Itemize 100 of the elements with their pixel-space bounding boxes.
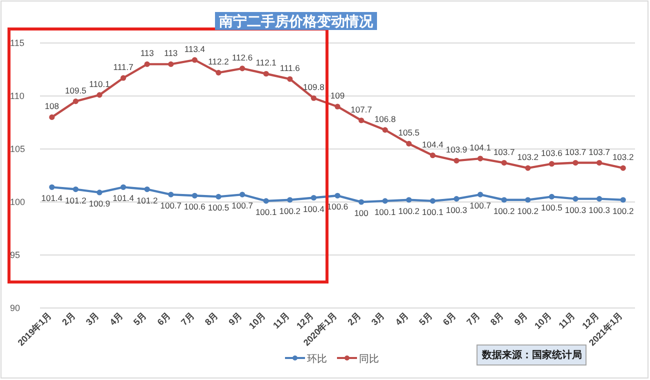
data-label: 100.1 xyxy=(374,206,396,217)
x-tick-label: 10月 xyxy=(532,310,554,331)
point xyxy=(620,165,626,171)
point xyxy=(406,197,412,203)
data-label: 111.6 xyxy=(280,63,300,74)
x-tick-label: 4月 xyxy=(393,310,410,328)
data-label: 100.7 xyxy=(160,200,182,211)
point xyxy=(334,104,340,110)
data-label: 100.7 xyxy=(232,200,254,211)
y-tick-label: 105 xyxy=(10,144,26,154)
point xyxy=(168,192,174,198)
data-label: 110.1 xyxy=(89,78,110,89)
data-label: 100.2 xyxy=(612,206,634,216)
point xyxy=(548,161,554,167)
point xyxy=(49,114,55,120)
data-label: 101.4 xyxy=(112,193,134,204)
data-label: 100.3 xyxy=(588,204,610,215)
point xyxy=(334,192,340,198)
x-tick-label: 11月 xyxy=(556,310,577,331)
point xyxy=(144,61,150,67)
data-label: 100.2 xyxy=(517,206,539,216)
point xyxy=(454,196,460,202)
point xyxy=(310,95,316,101)
data-label: 103.6 xyxy=(541,148,563,158)
point xyxy=(620,197,626,203)
point xyxy=(358,118,364,124)
point xyxy=(192,57,198,63)
x-tick-label: 2月 xyxy=(346,310,363,328)
point xyxy=(144,186,150,192)
x-tick-label: 6月 xyxy=(440,310,458,328)
data-label: 113 xyxy=(164,48,178,58)
x-tick-label: 6月 xyxy=(155,310,172,328)
x-tick-label: 7月 xyxy=(179,310,196,328)
x-tick-label: 8月 xyxy=(488,310,506,328)
data-label: 113 xyxy=(140,48,154,58)
point xyxy=(382,198,388,204)
point xyxy=(430,152,436,158)
x-tick-label: 5月 xyxy=(132,310,149,328)
point xyxy=(240,66,246,72)
point xyxy=(501,160,507,166)
point xyxy=(406,140,412,146)
x-tick-label: 8月 xyxy=(202,310,220,328)
data-label: 100.1 xyxy=(255,206,278,217)
chart-title: 南宁二手房价格变动情况 xyxy=(218,13,374,29)
data-label: 103.2 xyxy=(517,152,539,162)
data-label: 103.7 xyxy=(564,146,586,157)
data-label: 103.7 xyxy=(493,146,516,157)
data-label: 100.2 xyxy=(279,206,301,216)
point xyxy=(96,190,102,196)
point xyxy=(96,92,102,98)
point xyxy=(216,70,222,76)
data-label: 103.2 xyxy=(612,152,634,162)
data-label: 109.5 xyxy=(65,85,87,96)
data-label: 100.2 xyxy=(398,206,420,216)
data-label: 104.1 xyxy=(470,142,492,153)
data-label: 109.8 xyxy=(303,82,325,92)
point xyxy=(72,186,78,192)
data-label: 107.7 xyxy=(350,104,372,114)
data-label: 101.2 xyxy=(136,195,158,206)
data-label: 103.9 xyxy=(446,144,468,155)
y-tick-label: 95 xyxy=(10,250,20,260)
point xyxy=(72,98,78,104)
point xyxy=(240,192,246,198)
point xyxy=(572,196,578,202)
point xyxy=(382,127,388,133)
point xyxy=(525,165,531,171)
data-label: 112.2 xyxy=(208,56,230,67)
data-label: 100.3 xyxy=(564,204,586,215)
x-tick-label: 3月 xyxy=(84,310,101,328)
data-label: 104.4 xyxy=(422,139,444,150)
x-tick-label: 4月 xyxy=(108,310,125,328)
point xyxy=(263,70,269,77)
point xyxy=(430,198,436,204)
data-label: 100.6 xyxy=(326,202,348,212)
data-label: 100.9 xyxy=(88,198,110,208)
data-label: 100.2 xyxy=(493,206,516,216)
x-tick-label: 12月 xyxy=(580,310,601,331)
point xyxy=(478,192,484,198)
data-label: 112.6 xyxy=(232,52,253,62)
data-label: 100.7 xyxy=(470,200,492,211)
x-tick-label: 12月 xyxy=(294,310,316,331)
point xyxy=(120,184,126,190)
data-label: 101.4 xyxy=(41,193,63,204)
point xyxy=(216,194,222,200)
point xyxy=(596,196,602,202)
data-label: 109 xyxy=(330,90,345,101)
point xyxy=(454,158,460,164)
y-tick-label: 90 xyxy=(10,303,20,313)
point xyxy=(120,75,126,81)
source-note: 数据来源：国家统计局 xyxy=(481,349,582,361)
y-tick-label: 110 xyxy=(10,91,24,101)
x-tick-label: 2月 xyxy=(60,310,78,328)
data-label: 100.1 xyxy=(422,206,444,217)
data-label: 111.7 xyxy=(113,62,134,72)
point xyxy=(287,76,293,82)
point xyxy=(548,194,554,200)
x-tick-label: 10月 xyxy=(246,310,268,331)
x-tick-label: 11月 xyxy=(271,310,292,331)
data-label: 100.6 xyxy=(184,202,206,212)
data-label: 103.7 xyxy=(588,146,610,157)
